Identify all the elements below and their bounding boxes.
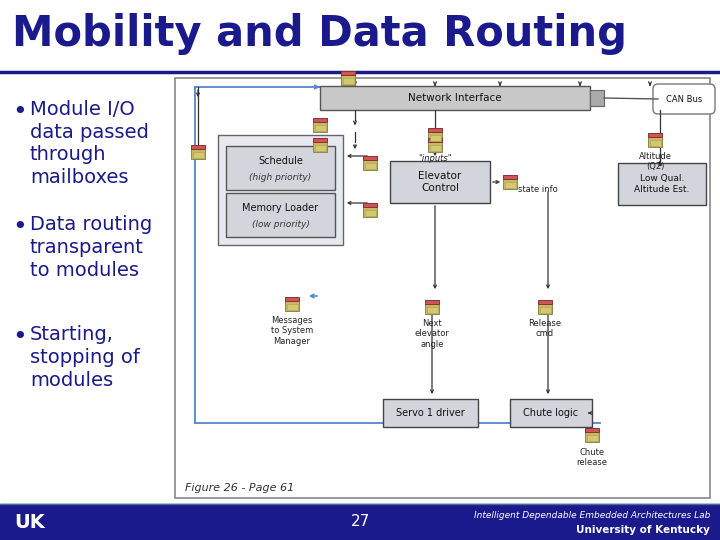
- Bar: [363, 156, 377, 160]
- Text: Next
elevator
angle: Next elevator angle: [415, 319, 449, 349]
- Text: University of Kentucky: University of Kentucky: [576, 525, 710, 535]
- Text: Figure 26 - Page 61: Figure 26 - Page 61: [185, 483, 294, 493]
- Text: (low priority): (low priority): [251, 220, 310, 229]
- Bar: [428, 142, 442, 152]
- Text: Memory Loader: Memory Loader: [243, 204, 318, 213]
- Bar: [648, 133, 662, 137]
- Bar: [503, 175, 517, 179]
- Text: Module I/O
data passed
through
mailboxes: Module I/O data passed through mailboxes: [30, 100, 149, 187]
- Bar: [585, 428, 599, 432]
- Bar: [649, 140, 660, 145]
- Text: Chute
release: Chute release: [577, 448, 608, 468]
- Bar: [510, 399, 592, 427]
- Text: Release
cmd: Release cmd: [528, 319, 562, 339]
- Text: Servo 1 driver: Servo 1 driver: [396, 408, 465, 418]
- Bar: [430, 135, 441, 140]
- Bar: [539, 307, 551, 313]
- Bar: [313, 122, 327, 132]
- Bar: [364, 163, 376, 168]
- Bar: [315, 145, 325, 151]
- Bar: [585, 432, 599, 442]
- Bar: [192, 152, 204, 158]
- Text: (high priority): (high priority): [249, 173, 312, 182]
- Text: Messages
to System
Manager: Messages to System Manager: [271, 316, 313, 346]
- Bar: [363, 203, 377, 207]
- Text: Mobility and Data Routing: Mobility and Data Routing: [12, 13, 627, 55]
- Bar: [313, 118, 327, 122]
- Bar: [343, 78, 354, 84]
- Bar: [191, 149, 205, 159]
- Text: •: •: [12, 325, 27, 349]
- Text: Network Interface: Network Interface: [408, 93, 502, 103]
- Bar: [364, 210, 376, 215]
- FancyBboxPatch shape: [653, 84, 715, 114]
- Text: Altitude
(Q2): Altitude (Q2): [639, 152, 672, 171]
- Bar: [426, 307, 438, 313]
- Bar: [503, 179, 517, 189]
- Bar: [175, 78, 710, 498]
- Bar: [341, 71, 355, 75]
- Bar: [287, 304, 297, 309]
- Text: Schedule: Schedule: [258, 157, 303, 166]
- Bar: [383, 399, 478, 427]
- Bar: [226, 193, 335, 237]
- Bar: [363, 207, 377, 217]
- Bar: [285, 301, 299, 311]
- Bar: [341, 75, 355, 85]
- Text: •: •: [12, 100, 27, 124]
- Bar: [428, 128, 442, 132]
- Bar: [428, 138, 442, 142]
- Text: CAN Bus: CAN Bus: [666, 94, 702, 104]
- Bar: [430, 145, 441, 151]
- Text: Chute logic: Chute logic: [523, 408, 579, 418]
- Bar: [390, 161, 490, 203]
- Bar: [363, 160, 377, 170]
- Bar: [313, 138, 327, 142]
- Bar: [320, 86, 590, 110]
- Bar: [0, 504, 720, 540]
- Text: Data routing
transparent
to modules: Data routing transparent to modules: [30, 215, 152, 280]
- Bar: [590, 90, 604, 106]
- Text: state info: state info: [518, 186, 558, 194]
- Bar: [648, 137, 662, 147]
- Bar: [618, 163, 706, 205]
- Text: Intelligent Dependable Embedded Architectures Lab: Intelligent Dependable Embedded Architec…: [474, 511, 710, 521]
- Bar: [587, 435, 598, 441]
- Bar: [313, 142, 327, 152]
- Bar: [285, 297, 299, 301]
- Text: UK: UK: [14, 512, 45, 531]
- Text: Low Qual.
Altitude Est.: Low Qual. Altitude Est.: [634, 174, 690, 194]
- Text: "inputs": "inputs": [418, 154, 452, 163]
- Bar: [425, 304, 439, 314]
- Text: Elevator
Control: Elevator Control: [418, 171, 462, 193]
- Text: Starting,
stopping of
modules: Starting, stopping of modules: [30, 325, 140, 389]
- Bar: [226, 146, 335, 190]
- Bar: [425, 300, 439, 304]
- Bar: [315, 125, 325, 131]
- Bar: [218, 135, 343, 245]
- Text: 27: 27: [351, 515, 369, 530]
- Bar: [428, 132, 442, 142]
- Bar: [538, 300, 552, 304]
- Bar: [538, 304, 552, 314]
- Text: •: •: [12, 215, 27, 239]
- Bar: [191, 145, 205, 149]
- Bar: [505, 182, 516, 187]
